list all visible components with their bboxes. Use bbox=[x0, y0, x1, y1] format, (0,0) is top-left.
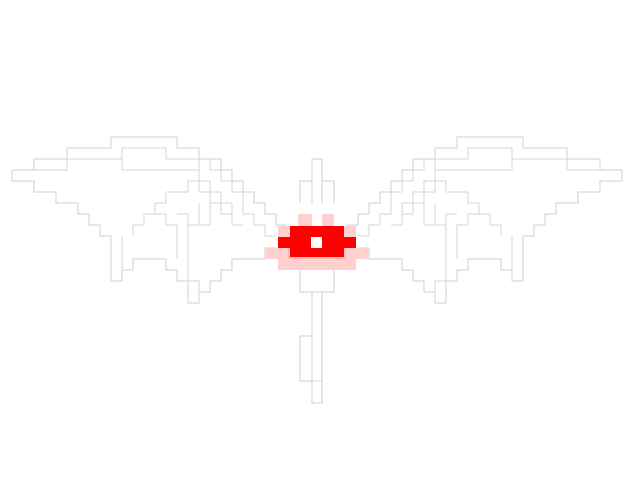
right-wing-feather-5 bbox=[391, 180, 468, 226]
left-wing-feather-11 bbox=[155, 213, 178, 259]
right-wing-feather-7 bbox=[501, 236, 513, 271]
staff-shaft bbox=[299, 292, 323, 404]
left-wing-feather-8 bbox=[177, 213, 199, 226]
right-wing-feather-6 bbox=[467, 192, 502, 236]
right-wing-feather-1 bbox=[434, 147, 600, 171]
staff-top-crossbar bbox=[299, 180, 312, 203]
right-wing-feather-8 bbox=[435, 213, 457, 226]
left-wing-feather-9 bbox=[187, 225, 200, 292]
right-wing-feather-4 bbox=[401, 180, 446, 214]
staff-top-spike bbox=[311, 158, 323, 203]
right-wing-feather-9 bbox=[434, 225, 447, 292]
right-wing-top-edge bbox=[347, 136, 622, 226]
left-wing bbox=[11, 136, 287, 304]
right-wing-outer-edge bbox=[358, 170, 623, 304]
left-wing-feather-2 bbox=[121, 159, 210, 182]
left-wing-feather-1 bbox=[34, 147, 200, 171]
staff-lower-box bbox=[299, 270, 335, 293]
left-wing-top-edge bbox=[12, 136, 287, 226]
left-wing-feather-4 bbox=[188, 180, 233, 214]
right-wing bbox=[347, 136, 623, 304]
right-wing-feather-3 bbox=[358, 159, 425, 237]
right-wing-feather-11 bbox=[456, 213, 479, 259]
left-wing-feather-3 bbox=[209, 159, 276, 237]
left-wing-feather-7 bbox=[121, 236, 133, 271]
left-wing-feather-5 bbox=[166, 180, 243, 226]
staff-top-crossbar-left bbox=[299, 180, 312, 203]
staff-top-crossbar-right bbox=[322, 180, 335, 203]
left-wing-feather-6 bbox=[132, 192, 167, 236]
eye-pupil bbox=[311, 237, 322, 248]
eye bbox=[266, 214, 368, 270]
right-wing-feather-2 bbox=[424, 159, 513, 182]
center-staff bbox=[299, 158, 335, 404]
left-wing-feather-10 bbox=[198, 203, 211, 226]
left-wing-outer-edge bbox=[11, 170, 276, 304]
right-wing-feather-10 bbox=[423, 203, 436, 226]
